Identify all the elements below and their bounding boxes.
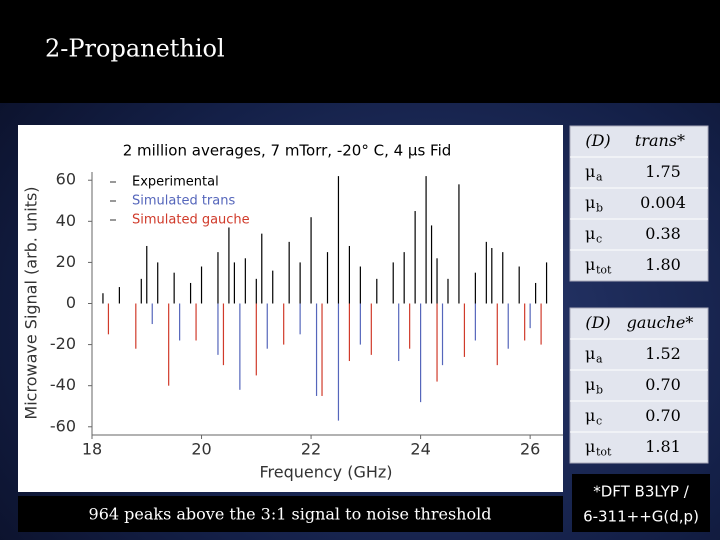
row-symbol: μ <box>585 224 595 243</box>
row-symbol: μ <box>585 406 595 425</box>
y-tick-label: -20 <box>50 334 76 353</box>
caption: 964 peaks above the 3:1 signal to noise … <box>89 505 492 524</box>
row-value: 1.80 <box>645 255 681 274</box>
row-subscript: c <box>596 415 602 428</box>
legend-label: Experimental <box>132 175 219 190</box>
row-value: 0.70 <box>645 406 681 425</box>
x-axis-label: Frequency (GHz) <box>259 463 392 482</box>
row-subscript: tot <box>596 446 612 459</box>
y-tick-label: -60 <box>50 416 76 435</box>
row-symbol: μ <box>585 193 595 212</box>
row-value: 1.75 <box>645 162 681 181</box>
chart-panel <box>18 125 563 492</box>
row-symbol: μ <box>585 437 595 456</box>
x-tick-label: 20 <box>191 440 211 459</box>
x-tick-label: 22 <box>301 440 321 459</box>
table-bg <box>569 125 709 282</box>
x-tick-label: 26 <box>520 440 540 459</box>
y-tick-label: 0 <box>66 293 76 312</box>
row-value: 0.004 <box>640 193 686 212</box>
row-value: 0.38 <box>645 224 681 243</box>
table-header: trans* <box>635 131 685 150</box>
row-subscript: b <box>596 384 603 397</box>
row-value: 1.81 <box>645 437 681 456</box>
header-bar <box>0 0 720 103</box>
table-header: (D) <box>585 313 610 332</box>
y-tick-label: 40 <box>56 211 76 230</box>
table-bg <box>569 307 709 464</box>
footnote: *DFT B3LYP / <box>593 483 690 501</box>
table-header: gauche* <box>627 313 694 332</box>
row-subscript: b <box>596 202 603 215</box>
x-tick-label: 18 <box>82 440 102 459</box>
slide-title: 2-Propanethiol <box>45 35 225 63</box>
row-symbol: μ <box>585 255 595 274</box>
y-tick-label: -40 <box>50 375 76 394</box>
y-axis-label: Microwave Signal (arb. units) <box>22 186 41 419</box>
row-symbol: μ <box>585 375 595 394</box>
row-subscript: tot <box>596 264 612 277</box>
y-tick-label: 20 <box>56 252 76 271</box>
legend-label: Simulated trans <box>132 194 235 209</box>
legend-label: Simulated gauche <box>132 213 250 228</box>
footnote: 6-311++G(d,p) <box>583 508 699 526</box>
caption-bar <box>18 496 563 532</box>
footnote-box <box>572 474 710 532</box>
table-header: (D) <box>585 131 610 150</box>
chart-title: 2 million averages, 7 mTorr, -20° C, 4 μ… <box>123 142 452 160</box>
row-symbol: μ <box>585 162 595 181</box>
row-subscript: c <box>596 233 602 246</box>
row-value: 1.52 <box>645 344 681 363</box>
row-subscript: a <box>596 353 603 366</box>
row-value: 0.70 <box>645 375 681 394</box>
row-symbol: μ <box>585 344 595 363</box>
row-subscript: a <box>596 171 603 184</box>
y-tick-label: 60 <box>56 170 76 189</box>
x-tick-label: 24 <box>410 440 430 459</box>
